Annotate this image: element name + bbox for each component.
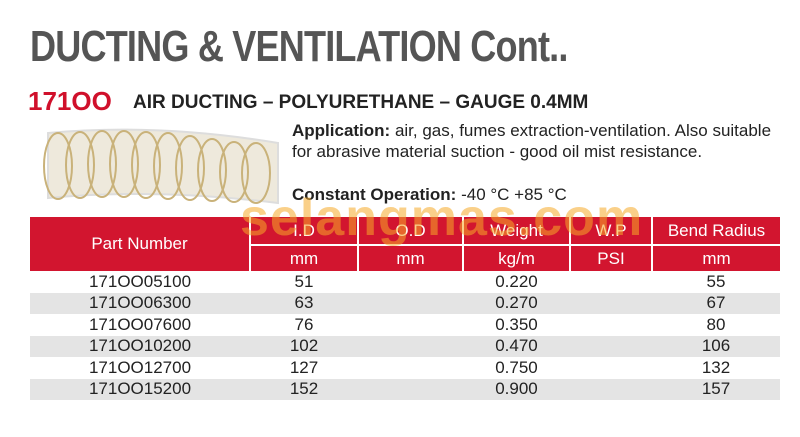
inner-diameter: 51 bbox=[294, 271, 314, 291]
weight: 0.350 bbox=[495, 314, 538, 334]
header-cell: Weight bbox=[462, 217, 570, 245]
outer-diameter bbox=[358, 357, 463, 379]
text: -40 °C +85 °C bbox=[461, 185, 567, 204]
part-number: 171OO12700 bbox=[88, 357, 192, 377]
weight: 0.470 bbox=[463, 335, 570, 357]
part-number: 171OO06300 bbox=[30, 292, 250, 314]
header-cell: Bend Radius bbox=[651, 217, 780, 245]
page-title: DUCTING & VENTILATION Cont.. bbox=[30, 22, 568, 71]
outer-diameter bbox=[358, 292, 463, 314]
inner-diameter: 63 bbox=[250, 292, 358, 314]
unit-cell: mm bbox=[651, 244, 780, 271]
product-code: 171OO bbox=[28, 86, 112, 116]
part-number: 171OO15200 bbox=[30, 378, 250, 400]
working-pressure bbox=[570, 357, 652, 379]
header-cell: Part Number bbox=[30, 217, 250, 271]
unit-cell: PSI bbox=[569, 244, 652, 271]
outer-diameter bbox=[358, 314, 463, 336]
inner-diameter: 76 bbox=[294, 314, 314, 334]
header-cell: I.D bbox=[249, 217, 358, 245]
working-pressure bbox=[570, 314, 652, 336]
label: Application: bbox=[292, 121, 391, 140]
bend-radius: 157 bbox=[652, 378, 780, 400]
operation: Constant Operation: -40 °C +85 °C bbox=[292, 185, 567, 205]
bend-radius: 132 bbox=[701, 357, 731, 377]
weight: 0.220 bbox=[495, 271, 538, 291]
part-number: 171OO10200 bbox=[30, 335, 250, 357]
application: Application: air, gas, fumes extraction-… bbox=[292, 120, 792, 162]
outer-diameter bbox=[358, 271, 463, 293]
bend-radius: 67 bbox=[652, 292, 780, 314]
working-pressure bbox=[570, 271, 652, 293]
unit-cell: mm bbox=[249, 244, 358, 271]
table-row: 171OO12700 127 0.750 132 bbox=[30, 357, 780, 379]
text: air, gas, fumes extraction-ventilation. … bbox=[292, 121, 772, 161]
product-subtitle: AIR DUCTING – POLYURETHANE – GAUGE 0.4MM bbox=[133, 92, 589, 113]
table-row: 171OO10200 102 0.470 106 bbox=[30, 335, 780, 357]
weight: 0.900 bbox=[463, 378, 570, 400]
outer-diameter bbox=[358, 378, 463, 400]
bend-radius: 106 bbox=[652, 335, 780, 357]
hose-image bbox=[43, 128, 279, 205]
inner-diameter: 102 bbox=[250, 335, 358, 357]
working-pressure bbox=[570, 335, 652, 357]
label: Constant Operation: bbox=[292, 185, 457, 204]
weight: 0.270 bbox=[463, 292, 570, 314]
watermark: selangmas.com bbox=[240, 189, 644, 247]
header-cell: O.D bbox=[357, 217, 463, 245]
unit-cell: kg/m bbox=[462, 244, 570, 271]
table-row: 171OO07600 76 0.350 80 bbox=[30, 314, 780, 336]
table-row: 171OO15200 152 0.900 157 bbox=[30, 378, 780, 400]
spec-table: Part Number I.D O.D Weight W.P Bend Radi… bbox=[30, 217, 780, 400]
inner-diameter: 127 bbox=[289, 357, 319, 377]
table-row: 171OO06300 63 0.270 67 bbox=[30, 292, 780, 314]
outer-diameter bbox=[358, 335, 463, 357]
part-number: 171OO07600 bbox=[88, 314, 192, 334]
working-pressure bbox=[570, 378, 652, 400]
unit-cell: mm bbox=[357, 244, 463, 271]
weight: 0.750 bbox=[495, 357, 538, 377]
header-cell: W.P bbox=[569, 217, 652, 245]
bend-radius: 55 bbox=[706, 271, 726, 291]
bend-radius: 80 bbox=[706, 314, 726, 334]
table-row: 171OO05100 51 0.220 55 bbox=[30, 271, 780, 293]
working-pressure bbox=[570, 292, 652, 314]
inner-diameter: 152 bbox=[250, 378, 358, 400]
part-number: 171OO05100 bbox=[88, 271, 192, 291]
